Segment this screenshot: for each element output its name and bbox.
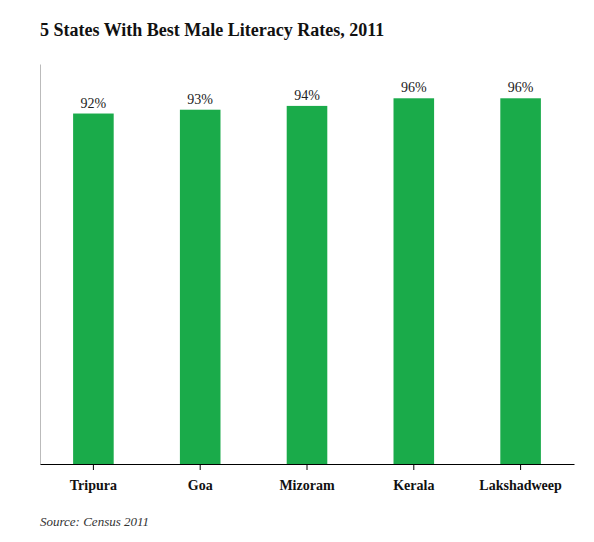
y-axis-line xyxy=(40,65,41,465)
data-label: 96% xyxy=(401,80,427,95)
x-tick: Goa xyxy=(188,464,213,493)
bar xyxy=(394,98,435,464)
x-tick-label: Tripura xyxy=(70,478,117,493)
bar xyxy=(500,98,541,464)
data-label: 96% xyxy=(508,80,534,95)
x-tick: Tripura xyxy=(70,464,117,493)
x-tick: Lakshadweep xyxy=(479,464,562,493)
x-tick-mark xyxy=(307,464,308,470)
annotation: Source: Census 2011 xyxy=(40,514,149,529)
bar xyxy=(287,106,328,464)
y-axis xyxy=(40,65,41,465)
x-axis: Tripura Goa Mizoram Kerala Lakshadweep xyxy=(41,464,575,493)
data-label: 94% xyxy=(294,88,320,103)
x-tick-mark xyxy=(413,464,414,470)
data-labels: 92% 93% 94% 96% 96% xyxy=(81,80,534,110)
data-label: 92% xyxy=(81,96,107,111)
x-tick-label: Kerala xyxy=(393,478,434,493)
chart: Tripura Goa Mizoram Kerala Lakshadweep 92% 93%… xyxy=(0,0,594,542)
title: 5 States With Best Male Literacy Rates, … xyxy=(40,20,384,40)
x-tick-mark xyxy=(200,464,201,470)
bar xyxy=(73,114,114,464)
x-tick-mark xyxy=(93,464,94,470)
x-tick: Mizoram xyxy=(279,464,335,493)
plot: Tripura Goa Mizoram Kerala Lakshadweep 92% 93%… xyxy=(41,65,575,493)
data-label: 93% xyxy=(187,92,213,107)
x-tick-label: Lakshadweep xyxy=(479,478,562,493)
x-tick-mark xyxy=(520,464,521,470)
x-tick-label: Mizoram xyxy=(279,478,335,493)
bar xyxy=(180,110,221,464)
x-tick: Kerala xyxy=(393,464,434,493)
bars xyxy=(73,98,541,464)
x-tick-label: Goa xyxy=(188,478,213,493)
